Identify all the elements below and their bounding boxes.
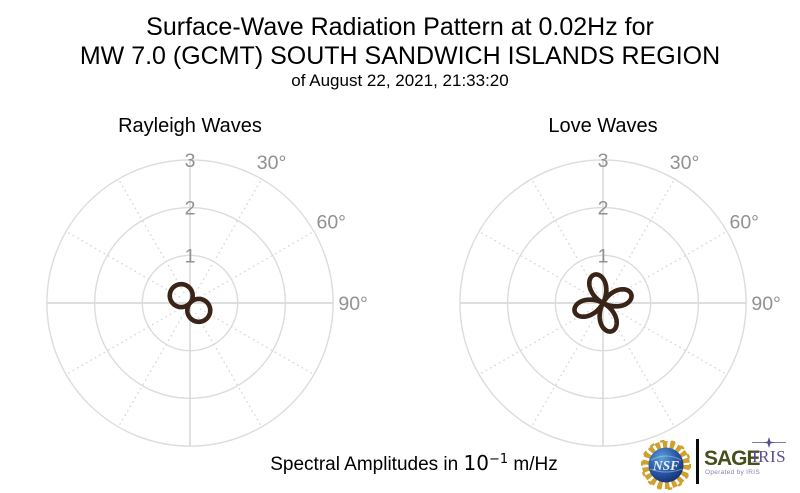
polar-grid-ring — [46, 159, 334, 447]
nsf-globe-meridian — [650, 455, 682, 461]
r-tick-label: 3 — [598, 150, 609, 172]
iris-compass-icon — [752, 437, 786, 448]
sage-tagline: Operated by IRIS — [705, 469, 761, 476]
nsf-gold-heads — [641, 440, 691, 490]
nsf-gold-ring — [642, 441, 690, 489]
love-radiation-pattern — [572, 272, 634, 334]
polar-grid-ring — [554, 254, 652, 352]
figure-title-line1: Surface-Wave Radiation Pattern at 0.02Hz… — [146, 13, 654, 41]
theta-tick-label: 60° — [316, 211, 346, 233]
theta-tick-label: 30° — [670, 152, 700, 174]
nsf-logo-text: NSF — [652, 458, 679, 473]
caption-prefix: Spectral Amplitudes in — [270, 454, 459, 475]
logo-block: NSF SAGE Operated by IRIS IRIS — [638, 436, 800, 492]
caption-suffix: m/Hz — [513, 454, 558, 475]
polar-grid-ring — [459, 159, 747, 447]
theta-tick-label: 90° — [751, 293, 781, 315]
theta-tick-label: 30° — [257, 152, 287, 174]
r-tick-label: 2 — [598, 198, 609, 220]
amplitude-caption: Spectral Amplitudes in 10−1 m/Hz — [14, 451, 800, 476]
r-tick-label: 1 — [185, 245, 196, 267]
r-tick-label: 1 — [598, 245, 609, 267]
love-plot-title: Love Waves — [548, 115, 658, 137]
nsf-logo: NSF — [641, 440, 691, 490]
nsf-globe — [648, 447, 684, 483]
caption-base: 10 — [463, 451, 489, 475]
polar-grid-ring — [506, 206, 700, 400]
iris-logo-text: IRIS — [751, 447, 787, 466]
r-tick-label: 3 — [185, 150, 196, 172]
figure-title-line3: of August 22, 2021, 21:33:20 — [291, 71, 509, 90]
caption-exponent: −1 — [488, 452, 509, 467]
rayleigh-plot-title: Rayleigh Waves — [118, 115, 262, 137]
polar-grid-ring — [141, 254, 239, 352]
polar-grid-ring — [93, 206, 287, 400]
sage-logo-text: SAGE — [704, 447, 761, 470]
logo-divider — [696, 439, 699, 484]
theta-tick-label: 90° — [338, 293, 368, 315]
r-tick-label: 2 — [185, 198, 196, 220]
love-polar-chart: 1 2 3 30° 60° 90° — [459, 150, 781, 447]
rayleigh-radiation-pattern — [167, 281, 213, 325]
rayleigh-polar-chart: 1 2 3 30° 60° 90° — [46, 150, 368, 447]
theta-tick-label: 60° — [729, 211, 759, 233]
caption-math-unit: 10−1 — [464, 451, 509, 475]
iris-logo: IRIS — [749, 437, 789, 465]
figure-title-line2: MW 7.0 (GCMT) SOUTH SANDWICH ISLANDS REG… — [79, 42, 721, 70]
nsf-globe-meridian — [649, 468, 683, 473]
